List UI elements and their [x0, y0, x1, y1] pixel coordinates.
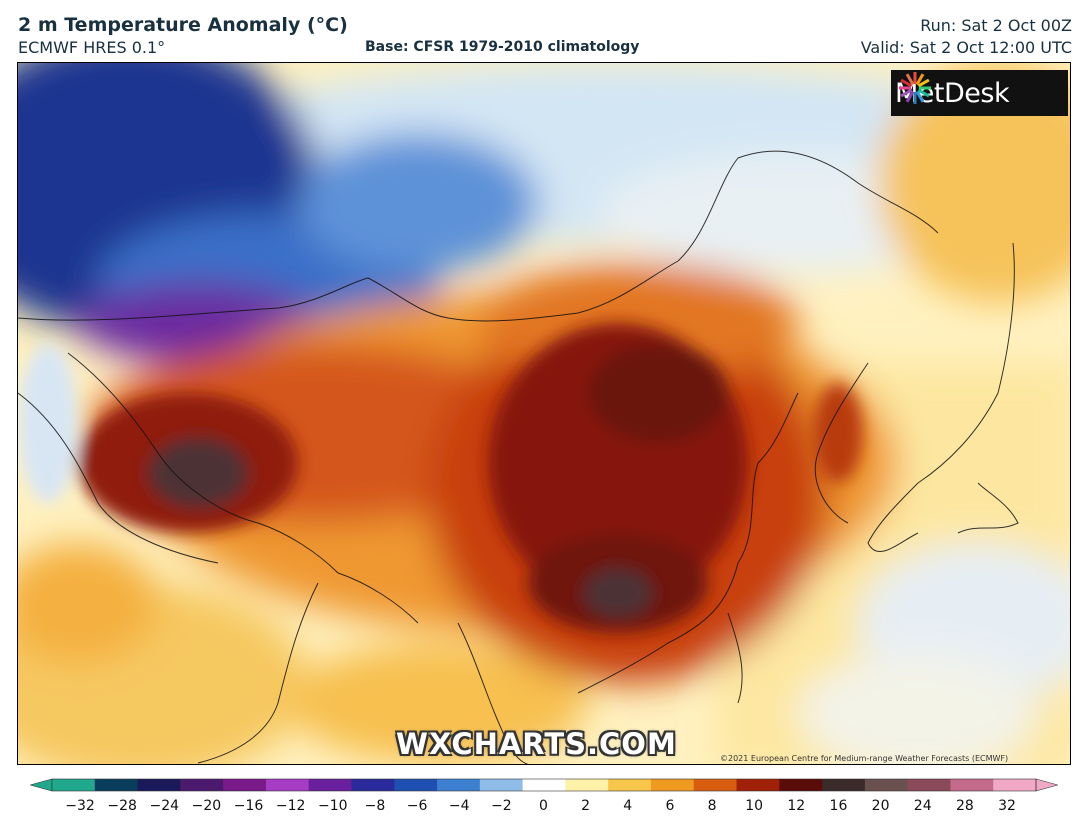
copyright-note: ©2021 European Centre for Medium-range W…	[720, 754, 1009, 763]
colorbar-tick-label: 20	[871, 798, 890, 814]
colorbar-cell	[608, 779, 652, 791]
colorbar-tick-label: 12	[787, 798, 806, 814]
metdesk-logo: MetDesk	[891, 70, 1068, 116]
colorbar-tick-label: −32	[65, 798, 95, 814]
coastlines	[18, 150, 1019, 764]
colorbar-cell	[94, 779, 139, 791]
colorbar-cell	[351, 779, 395, 791]
colorbar-tick-label: 4	[623, 798, 633, 814]
climatology-base-label: Base: CFSR 1979-2010 climatology	[365, 39, 640, 55]
wxcharts-watermark: WXCHARTS.COM	[396, 727, 677, 761]
colorbar-cell	[950, 779, 994, 791]
colorbar-cell	[736, 779, 780, 791]
colorbar-cell	[437, 779, 481, 791]
colorbar-cell	[779, 779, 823, 791]
run-time-label: Run: Sat 2 Oct 00Z	[920, 16, 1072, 35]
colorbar-tick-label: −10	[318, 798, 348, 814]
colorbar-tick-label: 28	[955, 798, 974, 814]
colorbar-tick-label: 10	[745, 798, 764, 814]
colorbar-tick-label: −16	[233, 798, 264, 814]
colorbar-cell	[394, 779, 438, 791]
metdesk-flower-icon	[899, 72, 931, 104]
colorbar-tick-label: −24	[149, 798, 180, 814]
valid-time-label: Valid: Sat 2 Oct 12:00 UTC	[860, 38, 1072, 57]
colorbar-tick-label: 8	[707, 798, 717, 814]
anomaly-map[interactable]: MetDesk WXCHARTS.COM ©2021 European Cent…	[17, 62, 1071, 765]
colorbar-cell	[180, 779, 224, 791]
colorbar-cell	[693, 779, 738, 791]
colorbar-tick-label: 6	[665, 798, 675, 814]
colorbar-tick-label: −2	[491, 798, 512, 814]
colorbar-cell	[907, 779, 951, 791]
colorbar-cell	[223, 779, 267, 791]
colorbar-cell	[265, 779, 310, 791]
colorbar-tick-label: −4	[448, 798, 470, 814]
colorbar-min-arrow	[30, 778, 53, 792]
colorbar-tick-label: 0	[539, 798, 548, 814]
colorbar-outline	[51, 778, 1037, 792]
colorbar-tick-label: −20	[191, 798, 222, 814]
colorbar-cell	[479, 779, 524, 791]
colorbar-tick-label: −12	[275, 798, 306, 814]
colorbar-cell	[993, 779, 1037, 791]
colorbar-tick-label: −8	[364, 798, 386, 814]
colorbar-tick-label: 24	[913, 798, 932, 814]
colorbar	[30, 778, 1058, 792]
anomaly-field	[18, 63, 1070, 764]
colorbar-cell	[137, 779, 181, 791]
colorbar-cell	[522, 779, 566, 791]
colorbar-tick-label: 32	[998, 798, 1016, 814]
colorbar-cell	[822, 779, 866, 791]
colorbar-max-arrow	[1035, 778, 1058, 792]
colorbar-tick-label: 2	[581, 798, 591, 814]
model-label: ECMWF HRES 0.1°	[18, 38, 166, 57]
colorbar-tick-label: 16	[829, 798, 848, 814]
colorbar-tick-label: −28	[107, 798, 137, 814]
map-title: 2 m Temperature Anomaly (°C)	[18, 14, 348, 36]
colorbar-cell	[308, 779, 352, 791]
colorbar-cell	[52, 779, 96, 791]
colorbar-cell	[650, 779, 695, 791]
colorbar-cell	[864, 779, 909, 791]
colorbar-cell	[565, 779, 609, 791]
colorbar-tick-label: −6	[406, 798, 428, 814]
